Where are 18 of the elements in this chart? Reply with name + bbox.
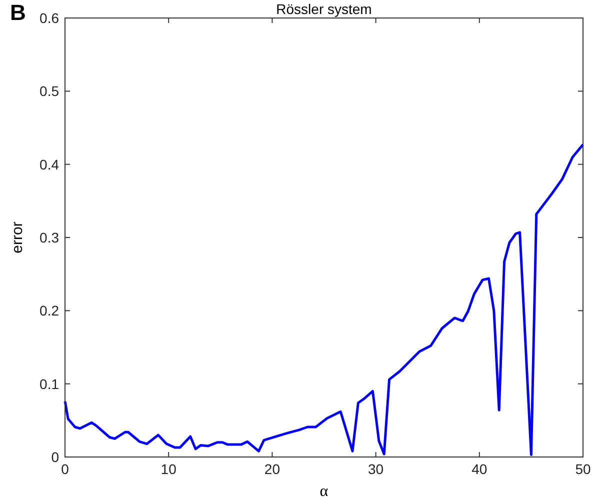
y-tick-label: 0.5 bbox=[40, 83, 60, 100]
y-tick-label: 0 bbox=[51, 449, 60, 465]
chart-title: Rössler system bbox=[276, 1, 372, 17]
x-tick-label: 10 bbox=[160, 461, 177, 477]
y-tick-label: 0.1 bbox=[40, 376, 60, 392]
x-tick-label: 50 bbox=[575, 461, 591, 477]
y-axis-title: error bbox=[9, 222, 26, 254]
y-tick-label: 0.3 bbox=[40, 230, 60, 246]
line-series bbox=[64, 143, 584, 456]
x-tick-label: 30 bbox=[368, 461, 384, 477]
y-tick-label: 0.2 bbox=[40, 302, 60, 319]
x-tick-label: 40 bbox=[472, 461, 488, 477]
x-tick-label: 20 bbox=[264, 461, 280, 477]
y-tick-label: 0.4 bbox=[40, 156, 60, 172]
text: B bbox=[10, 0, 26, 25]
x-axis-title: α bbox=[320, 483, 329, 500]
y-tick-label: 0.6 bbox=[40, 10, 60, 26]
x-tick-label: 0 bbox=[61, 461, 70, 477]
